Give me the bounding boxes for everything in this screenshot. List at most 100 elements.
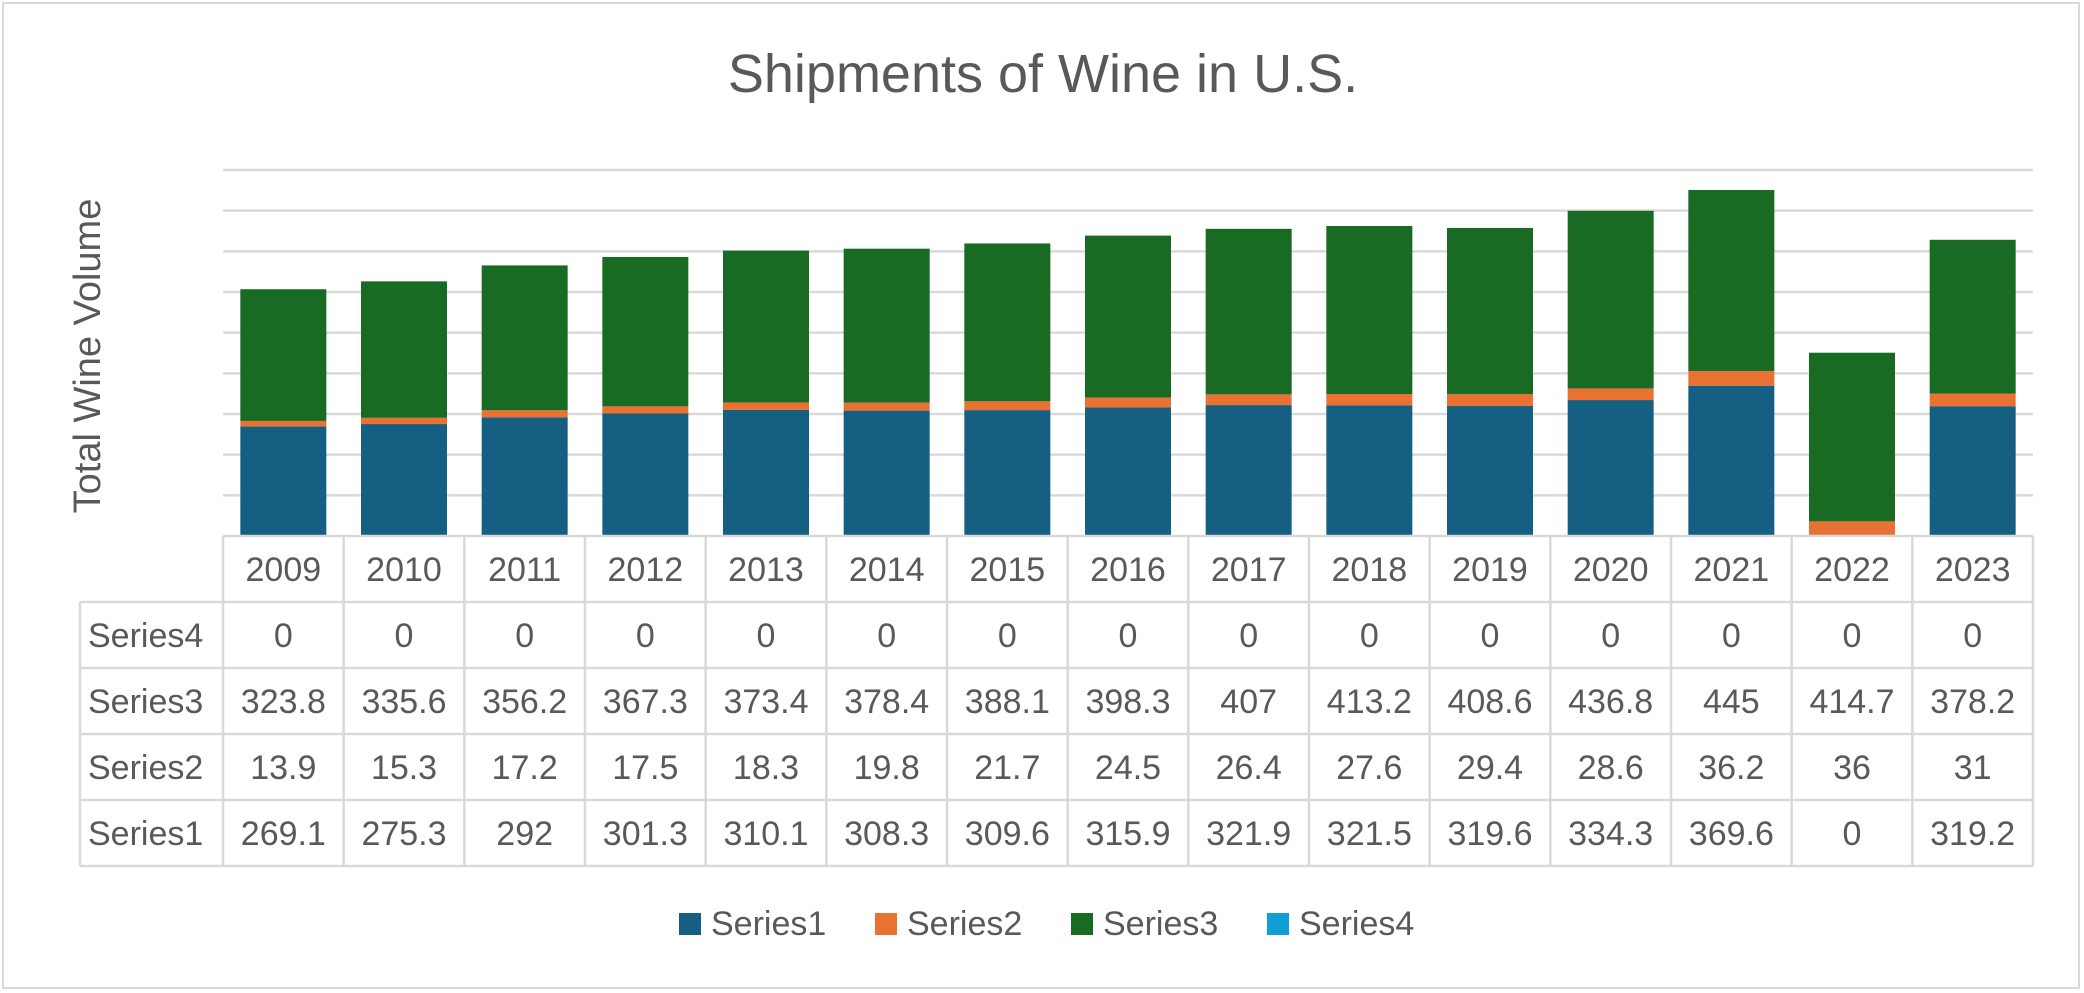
table-row-label-series1: Series1 bbox=[88, 815, 203, 853]
bar-series2-2015 bbox=[964, 401, 1051, 411]
bar-series-group bbox=[240, 190, 2016, 536]
table-cell-series4-2018: 0 bbox=[1360, 617, 1379, 655]
table-cell-series3-2022: 414.7 bbox=[1809, 683, 1894, 721]
table-cell-series1-2012: 301.3 bbox=[603, 815, 688, 853]
table-cell-series2-2010: 15.3 bbox=[371, 749, 437, 787]
table-cell-series4-2011: 0 bbox=[515, 617, 534, 655]
table-cell-series2-2021: 36.2 bbox=[1698, 749, 1764, 787]
table-row-label-series2: Series2 bbox=[88, 749, 203, 787]
category-label: 2023 bbox=[1935, 551, 2011, 589]
table-cell-series2-2018: 27.6 bbox=[1336, 749, 1402, 787]
table-cell-series3-2020: 436.8 bbox=[1568, 683, 1653, 721]
category-label: 2015 bbox=[970, 551, 1046, 589]
bar-series1-2012 bbox=[602, 413, 689, 536]
table-cell-series3-2012: 367.3 bbox=[603, 683, 688, 721]
table-cell-series1-2022: 0 bbox=[1843, 815, 1862, 853]
legend-swatch-series4 bbox=[1267, 913, 1289, 935]
table-cell-series4-2013: 0 bbox=[757, 617, 776, 655]
bar-series3-2017 bbox=[1205, 228, 1292, 395]
bar-series1-2018 bbox=[1326, 405, 1413, 536]
table-cell-series2-2012: 17.5 bbox=[612, 749, 678, 787]
table-cell-series1-2013: 310.1 bbox=[723, 815, 808, 853]
bar-series3-2009 bbox=[240, 289, 327, 421]
bar-series2-2010 bbox=[361, 417, 447, 425]
bar-series3-2016 bbox=[1085, 235, 1171, 398]
table-cell-series4-2010: 0 bbox=[395, 617, 414, 655]
table-cell-series4-2016: 0 bbox=[1119, 617, 1138, 655]
table-cell-series4-2023: 0 bbox=[1963, 617, 1982, 655]
bar-series3-2021 bbox=[1688, 190, 1775, 371]
bar-series2-2017 bbox=[1205, 394, 1292, 406]
table-cell-series3-2016: 398.3 bbox=[1085, 683, 1170, 721]
table-cell-series3-2015: 388.1 bbox=[965, 683, 1050, 721]
bar-series2-2011 bbox=[481, 410, 568, 418]
bar-series3-2018 bbox=[1326, 225, 1413, 395]
legend-label-series3: Series3 bbox=[1103, 905, 1218, 943]
table-cell-series2-2020: 28.6 bbox=[1578, 749, 1644, 787]
chart-title: Shipments of Wine in U.S. bbox=[728, 44, 1358, 104]
legend-label-series1: Series1 bbox=[711, 905, 826, 943]
legend-swatch-series1 bbox=[679, 913, 701, 935]
table-cell-series3-2018: 413.2 bbox=[1327, 683, 1412, 721]
bar-series3-2019 bbox=[1447, 227, 1533, 395]
table-cell-series4-2014: 0 bbox=[877, 617, 896, 655]
legend: Series1 Series2 Series3 Series4 bbox=[679, 905, 1414, 943]
bar-series1-2009 bbox=[240, 426, 327, 536]
legend-label-series2: Series2 bbox=[907, 905, 1022, 943]
bar-series1-2016 bbox=[1085, 407, 1171, 536]
bar-series1-2021 bbox=[1688, 385, 1775, 536]
table-row-label-series4: Series4 bbox=[88, 617, 203, 655]
table-cell-series1-2015: 309.6 bbox=[965, 815, 1050, 853]
bar-series1-2020 bbox=[1567, 400, 1654, 536]
bar-series1-2014 bbox=[843, 410, 930, 536]
table-cell-series3-2023: 378.2 bbox=[1930, 683, 2015, 721]
table-cell-series2-2011: 17.2 bbox=[492, 749, 558, 787]
category-label: 2018 bbox=[1332, 551, 1408, 589]
category-label: 2012 bbox=[608, 551, 684, 589]
bar-series3-2011 bbox=[481, 265, 568, 411]
table-cell-series1-2010: 275.3 bbox=[361, 815, 446, 853]
table-cell-series1-2019: 319.6 bbox=[1447, 815, 1532, 853]
bar-series3-2013 bbox=[723, 250, 809, 403]
table-cell-series3-2021: 445 bbox=[1703, 683, 1760, 721]
table-row-label-series3: Series3 bbox=[88, 683, 203, 721]
table-cell-series4-2021: 0 bbox=[1722, 617, 1741, 655]
bar-series2-2014 bbox=[843, 402, 930, 411]
bar-series1-2010 bbox=[361, 424, 447, 536]
bar-series2-2022 bbox=[1809, 521, 1895, 536]
table-cell-series2-2009: 13.9 bbox=[250, 749, 316, 787]
table-cell-series3-2011: 356.2 bbox=[482, 683, 567, 721]
table-cell-series2-2016: 24.5 bbox=[1095, 749, 1161, 787]
category-label: 2010 bbox=[366, 551, 442, 589]
table-cell-series2-2022: 36 bbox=[1833, 749, 1871, 787]
table-cell-series1-2021: 369.6 bbox=[1689, 815, 1774, 853]
bar-series2-2021 bbox=[1688, 370, 1775, 386]
table-cell-series1-2018: 321.5 bbox=[1327, 815, 1412, 853]
table-cell-series1-2023: 319.2 bbox=[1930, 815, 2015, 853]
legend-swatch-series2 bbox=[875, 913, 897, 935]
bar-series2-2016 bbox=[1085, 397, 1171, 408]
table-cell-series4-2015: 0 bbox=[998, 617, 1017, 655]
bar-series3-2020 bbox=[1567, 210, 1654, 389]
table-cell-series1-2020: 334.3 bbox=[1568, 815, 1653, 853]
category-label: 2013 bbox=[728, 551, 804, 589]
table-cell-series4-2009: 0 bbox=[274, 617, 293, 655]
bar-series3-2014 bbox=[843, 248, 930, 403]
table-cell-series2-2023: 31 bbox=[1954, 749, 1992, 787]
legend-label-series4: Series4 bbox=[1299, 905, 1414, 943]
bar-series1-2017 bbox=[1205, 405, 1292, 536]
category-label: 2020 bbox=[1573, 551, 1649, 589]
category-label: 2011 bbox=[488, 551, 561, 589]
bar-series3-2023 bbox=[1929, 239, 2016, 394]
bar-series1-2013 bbox=[723, 409, 809, 536]
table-cell-series2-2015: 21.7 bbox=[974, 749, 1040, 787]
table-cell-series2-2017: 26.4 bbox=[1216, 749, 1282, 787]
bar-series1-2023 bbox=[1929, 406, 2016, 536]
bar-series3-2010 bbox=[361, 281, 447, 418]
bar-series1-2019 bbox=[1447, 406, 1533, 536]
table-cell-series1-2009: 269.1 bbox=[241, 815, 326, 853]
table-cell-series4-2020: 0 bbox=[1601, 617, 1620, 655]
table-cell-series1-2016: 315.9 bbox=[1085, 815, 1170, 853]
bar-series2-2009 bbox=[240, 420, 327, 427]
